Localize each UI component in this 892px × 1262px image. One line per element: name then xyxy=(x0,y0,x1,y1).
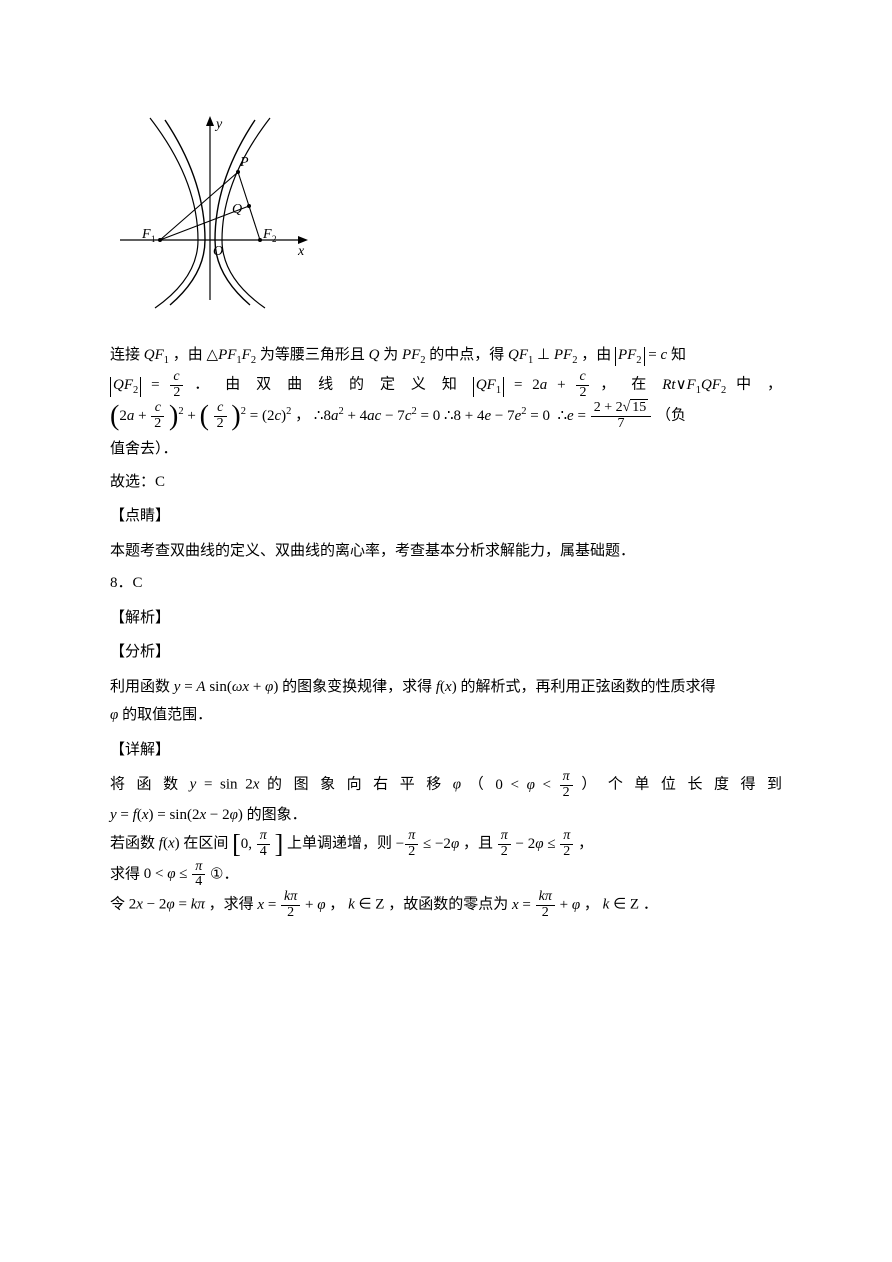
text: 为等腰三角形且 xyxy=(260,347,365,363)
hyperbola-diagram: y x O F 1 F 2 P Q xyxy=(110,110,782,321)
text: ， xyxy=(295,408,310,424)
svg-text:x: x xyxy=(297,244,305,259)
svg-text:O: O xyxy=(213,244,223,259)
q8-header: 8．C xyxy=(110,569,782,598)
text: 若函数 xyxy=(110,836,155,852)
fenxi-label: 【分析】 xyxy=(110,638,782,667)
text: 令 xyxy=(110,897,125,913)
svg-text:2: 2 xyxy=(272,234,277,244)
text: 的解析式，再利用正弦函数的性质求得 xyxy=(460,679,715,695)
text: 的图象变换规律，求得 xyxy=(282,679,432,695)
svg-text:F: F xyxy=(262,227,272,242)
xiangjie-label: 【详解】 xyxy=(110,736,782,765)
text: 求得 xyxy=(110,866,140,882)
text: 利用函数 xyxy=(110,679,170,695)
paragraph-3: (2a + c2 )2 + ( c2 )2 = (2c)2 ， ∴8a2 + 4… xyxy=(110,401,782,431)
text: ． xyxy=(643,897,658,913)
text: ， xyxy=(578,836,593,852)
paragraph-1: 连接 QF1 ，由 △PF1F2 为等腰三角形且 Q 为 PF2 的中点，得 Q… xyxy=(110,341,782,371)
jiexi-label: 【解析】 xyxy=(110,604,782,633)
text: ，由 xyxy=(581,347,611,363)
paragraph-16: 求得 0 < φ ≤ π4 ①． xyxy=(110,860,782,890)
text: ， xyxy=(584,897,599,913)
text: 知 xyxy=(671,347,686,363)
dianjing-label: 【点睛】 xyxy=(110,502,782,531)
text: 的中点，得 xyxy=(429,347,504,363)
text: 将 函 数 xyxy=(110,777,182,793)
paragraph-17: 令 2x − 2φ = kπ ，求得 x = kπ2 + φ ， k ∈ Z ，… xyxy=(110,890,782,920)
text: ． 由 双 曲 线 的 定 义 知 xyxy=(194,377,463,393)
text: ①． xyxy=(210,866,238,882)
text: 上单调递增，则 xyxy=(287,836,392,852)
text: （ xyxy=(469,777,488,793)
paragraph-13: 将 函 数 y = sin 2x 的 图 象 向 右 平 移 φ （ 0 < φ… xyxy=(110,770,782,800)
text: ，由 xyxy=(173,347,203,363)
paragraph-11: φ 的取值范围． xyxy=(110,701,782,730)
paragraph-10: 利用函数 y = A sin(ωx + φ) 的图象变换规律，求得 f(x) 的… xyxy=(110,673,782,702)
text: ，求得 xyxy=(209,897,254,913)
text: 的 图 象 向 右 平 移 xyxy=(267,777,445,793)
paragraph-6: 本题考查双曲线的定义、双曲线的离心率，考查基本分析求解能力，属基础题． xyxy=(110,537,782,566)
svg-text:F: F xyxy=(141,227,151,242)
text: 连接 xyxy=(110,347,140,363)
hyperbola-svg: y x O F 1 F 2 P Q xyxy=(110,110,310,310)
text: 中 ， xyxy=(736,377,782,393)
text: ， 在 xyxy=(600,377,652,393)
text: 为 xyxy=(383,347,398,363)
text: 的取值范围． xyxy=(122,707,212,723)
text: ，故函数的零点为 xyxy=(388,897,508,913)
svg-text:y: y xyxy=(214,117,223,132)
svg-text:1: 1 xyxy=(151,234,156,244)
text: ） 个 单 位 长 度 得 到 xyxy=(581,777,782,793)
text: ， xyxy=(329,897,344,913)
svg-text:P: P xyxy=(239,155,249,170)
document-page: y x O F 1 F 2 P Q 连接 QF1 ，由 △PF1F2 为等腰三角… xyxy=(0,0,892,1262)
answer-c: 故选：C xyxy=(110,468,782,497)
svg-text:Q: Q xyxy=(232,202,242,217)
paragraph-3c: 值舍去）． xyxy=(110,435,782,464)
text: 在区间 xyxy=(183,836,228,852)
text: ，且 xyxy=(463,836,493,852)
paragraph-2: QF2 = c2 ． 由 双 曲 线 的 定 义 知 QF1 = 2a + c2… xyxy=(110,370,782,401)
paragraph-14: y = f(x) = sin(2x − 2φ) 的图象． xyxy=(110,801,782,830)
text: 的图象． xyxy=(247,807,307,823)
text: （负 xyxy=(656,408,686,424)
paragraph-15: 若函数 f(x) 在区间 [0, π4 ] 上单调递增，则 −π2 ≤ −2φ … xyxy=(110,829,782,859)
